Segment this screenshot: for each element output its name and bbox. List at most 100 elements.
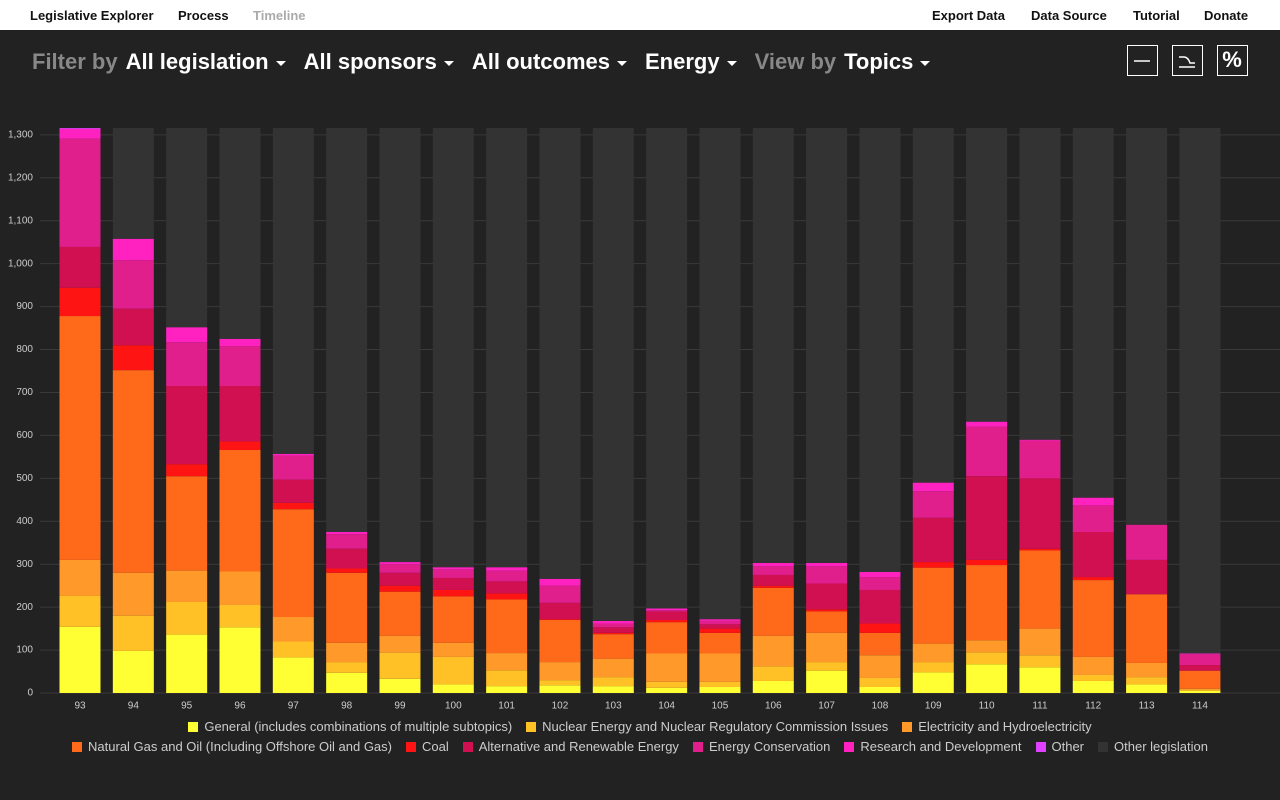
bar-segment — [1072, 674, 1114, 681]
legend-swatch — [1098, 741, 1109, 752]
legend-item: Natural Gas and Oil (Including Offshore … — [72, 739, 392, 754]
bar-segment — [379, 652, 421, 679]
bar-segment — [1179, 670, 1221, 689]
bar-segment — [1019, 128, 1061, 440]
nav-link[interactable]: Tutorial — [1133, 8, 1180, 23]
filter-label: Filter by — [32, 49, 118, 74]
bar-segment — [326, 642, 368, 663]
nav-link[interactable]: Timeline — [253, 8, 306, 23]
bar-segment — [966, 664, 1008, 693]
bar-segment — [592, 686, 634, 693]
bar-segment — [592, 658, 634, 678]
legend-item: Other — [1035, 739, 1085, 754]
bar-segment — [112, 260, 154, 309]
bar-segment — [1072, 532, 1114, 578]
bar-segment — [646, 608, 688, 611]
bar-segment — [166, 570, 208, 602]
bar-segment — [806, 583, 848, 610]
bar-segment — [486, 581, 528, 594]
bar-segment — [432, 569, 474, 578]
x-tick-label: 98 — [341, 701, 353, 712]
x-tick-label: 108 — [872, 701, 889, 712]
bar-segment — [166, 464, 208, 477]
bar-segment — [326, 672, 368, 693]
view-smooth-button[interactable] — [1172, 45, 1203, 76]
view-absolute-button[interactable] — [1127, 45, 1158, 76]
bar-segment — [486, 686, 528, 693]
bar-segment — [326, 572, 368, 643]
bar-segment — [219, 627, 261, 693]
bar-segment — [966, 559, 1008, 566]
bar-segment — [539, 619, 581, 621]
legend-swatch — [72, 741, 83, 752]
svg-text:%: % — [1222, 47, 1242, 72]
bar-segment — [1019, 439, 1061, 441]
bar-segment — [1019, 667, 1061, 693]
dropdown[interactable]: All sponsors — [304, 49, 454, 75]
bar-segment — [272, 641, 314, 658]
bar-segment — [912, 672, 954, 693]
y-tick-label: 1,200 — [8, 172, 33, 183]
bar-segment — [112, 238, 154, 261]
legend-swatch — [692, 741, 703, 752]
bar-segment — [699, 619, 741, 621]
bar-segment — [1072, 680, 1114, 693]
x-tick-label: 100 — [445, 701, 462, 712]
x-tick-label: 105 — [712, 701, 729, 712]
bar-segment — [379, 678, 421, 693]
nav-link[interactable]: Data Source — [1031, 8, 1107, 23]
bar-segment — [1019, 628, 1061, 656]
bar-segment — [486, 593, 528, 600]
bar-segment — [1072, 497, 1114, 506]
bar-segment — [646, 620, 688, 623]
bar-segment — [219, 128, 261, 339]
bar-segment — [1179, 128, 1221, 654]
legend-swatch — [526, 721, 537, 732]
bar-segment — [806, 662, 848, 671]
bar-segment — [379, 564, 421, 573]
y-tick-label: 400 — [16, 516, 33, 527]
nav-link[interactable]: Export Data — [932, 8, 1005, 23]
legend-label: Alternative and Renewable Energy — [478, 739, 679, 754]
bar-segment — [272, 453, 314, 456]
dropdown[interactable]: Energy — [645, 49, 737, 75]
bar-segment — [1126, 524, 1168, 560]
bar-segment — [592, 623, 634, 628]
view-percent-button[interactable]: % — [1217, 45, 1248, 76]
bar-segment — [112, 572, 154, 616]
legend-label: Research and Development — [860, 739, 1022, 754]
legend-label: Other — [1051, 739, 1085, 754]
bar-segment — [539, 585, 581, 603]
bar-segment — [966, 426, 1008, 477]
y-tick-label: 1,100 — [8, 215, 33, 226]
bar-segment — [539, 620, 581, 663]
x-tick-label: 107 — [818, 701, 835, 712]
bar-segment — [326, 568, 368, 573]
dropdown[interactable]: All legislation — [126, 49, 286, 75]
bar-segment — [646, 687, 688, 693]
bar-segment — [59, 316, 101, 560]
legend-swatch — [406, 741, 416, 752]
legend-swatch — [902, 721, 913, 732]
legend-label: Energy Conservation — [708, 739, 831, 754]
bar-segment — [592, 677, 634, 687]
bar-segment — [806, 611, 848, 633]
dropdown[interactable]: Topics — [844, 49, 930, 75]
legend-label: Other legislation — [1114, 739, 1208, 754]
bar-segment — [752, 666, 794, 681]
icon — [1134, 60, 1150, 62]
nav-link[interactable]: Legislative Explorer — [30, 8, 154, 23]
legend-item: Electricity and Hydroelectricity — [902, 719, 1092, 734]
y-tick-label: 0 — [27, 688, 33, 699]
bar-segment — [539, 662, 581, 681]
bar-segment — [272, 617, 314, 642]
y-tick-label: 100 — [16, 645, 33, 656]
bar-segment — [539, 578, 581, 586]
y-tick-label: 800 — [16, 344, 33, 355]
bar-segment — [219, 346, 261, 387]
nav-link[interactable]: Process — [178, 8, 229, 23]
bar-segment — [1126, 662, 1168, 678]
legend-label: Electricity and Hydroelectricity — [918, 719, 1092, 734]
dropdown[interactable]: All outcomes — [472, 49, 627, 75]
nav-link[interactable]: Donate — [1204, 8, 1249, 23]
